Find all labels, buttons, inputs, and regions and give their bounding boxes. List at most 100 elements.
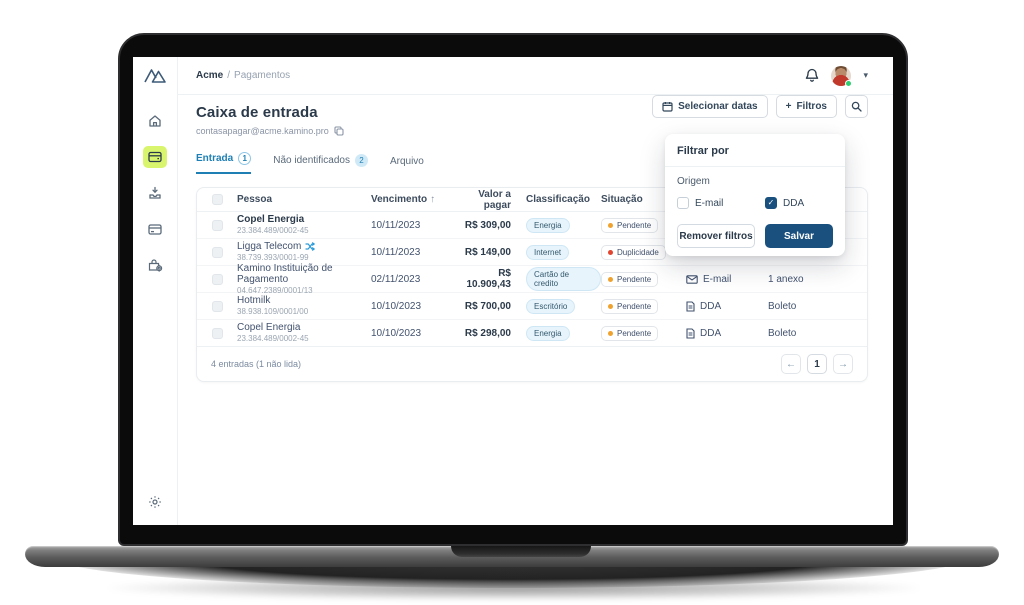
filter-options: E-mail ✓ DDA [677, 197, 833, 209]
search-button[interactable] [845, 95, 868, 118]
origin-label: E-mail [703, 273, 732, 285]
payee-name[interactable]: Copel Energia [237, 214, 305, 225]
search-icon [851, 101, 862, 112]
payee-tax-id: 23.384.489/0002-45 [237, 334, 309, 343]
duplicate-indicator-icon [305, 242, 316, 251]
document-icon [686, 300, 695, 312]
amount: R$ 149,00 [464, 246, 511, 258]
status-label: Pendente [617, 220, 652, 230]
filters-label: Filtros [796, 101, 827, 112]
laptop-base [25, 546, 999, 567]
calendar-icon [662, 101, 673, 112]
breadcrumb: Acme / Pagamentos [196, 70, 290, 81]
due-date: 10/10/2023 [371, 300, 422, 312]
status-pill: Duplicidade [601, 244, 666, 260]
category-pill[interactable]: Energia [526, 217, 570, 233]
status-dot [608, 276, 613, 282]
table-row[interactable]: Copel Energia 23.384.489/0002-45 10/10/2… [197, 320, 867, 347]
notifications-bell-icon[interactable] [805, 68, 819, 83]
category-pill[interactable]: Energia [526, 325, 570, 341]
status-label: Pendente [617, 328, 652, 338]
col-situacao[interactable]: Situação [601, 194, 643, 205]
col-classificacao[interactable]: Classificação [526, 194, 590, 205]
sidebar-item-cards[interactable] [143, 218, 167, 240]
payee-name[interactable]: Copel Energia [237, 322, 301, 333]
sidebar-item-payments-inbox[interactable] [143, 146, 167, 168]
save-filters-button[interactable]: Salvar [765, 224, 833, 248]
tabs: Entrada 1 Não identificados 2 Arquivo [196, 151, 868, 174]
table-footer: 4 entradas (1 não lida) ← 1 → [197, 347, 867, 381]
tab-entrada-label: Entrada [196, 153, 234, 164]
payee-name[interactable]: Hotmilk [237, 295, 271, 306]
table-header-row: Pessoa Vencimento ↑ Valor a pagar Classi… [197, 188, 867, 212]
col-pessoa[interactable]: Pessoa [237, 194, 273, 205]
sidebar-item-home[interactable] [143, 110, 167, 132]
table-body: Copel Energia 23.384.489/0002-45 10/11/2… [197, 212, 867, 347]
status-label: Pendente [617, 274, 652, 284]
row-checkbox[interactable] [211, 219, 223, 231]
app-window: Acme / Pagamentos ▾ [133, 57, 893, 525]
payee-name[interactable]: Kamino Instituição de Pagamento [237, 262, 333, 285]
payee-tax-id: 23.384.489/0002-45 [237, 226, 309, 235]
breadcrumb-app[interactable]: Acme [196, 70, 224, 81]
remove-filters-button[interactable]: Remover filtros [677, 224, 755, 248]
amount: R$ 10.909,43 [466, 268, 512, 290]
row-checkbox[interactable] [211, 273, 223, 285]
row-checkbox[interactable] [211, 246, 223, 258]
filter-option-email[interactable]: E-mail [677, 197, 765, 209]
status-pill: Pendente [601, 217, 659, 233]
attachment-label: Boleto [768, 300, 797, 312]
next-page-button[interactable]: → [833, 354, 853, 374]
amount: R$ 309,00 [464, 219, 511, 231]
table-row[interactable]: Kamino Instituição de Pagamento 04.647.2… [197, 262, 867, 295]
category-pill[interactable]: Cartão de credito [526, 267, 601, 291]
status-dot [608, 303, 613, 309]
sort-asc-icon[interactable]: ↑ [430, 194, 436, 205]
topbar: Acme / Pagamentos ▾ [178, 57, 893, 95]
select-all-checkbox[interactable] [211, 194, 223, 205]
inbox-email: contasapagar@acme.kamino.pro [196, 126, 329, 136]
main-area: Acme / Pagamentos ▾ [178, 57, 893, 525]
sidebar-item-transfers[interactable] [143, 182, 167, 204]
table-row[interactable]: Hotmilk 38.938.109/0001/00 10/10/2023 R$… [197, 293, 867, 320]
col-valor[interactable]: Valor a pagar [478, 188, 511, 211]
breadcrumb-section[interactable]: Pagamentos [234, 70, 291, 81]
chevron-down-icon[interactable]: ▾ [863, 70, 868, 80]
status-dot [608, 330, 613, 336]
envelope-icon [686, 274, 698, 284]
col-vencimento[interactable]: Vencimento ↑ [371, 194, 436, 205]
row-checkbox[interactable] [211, 327, 223, 339]
select-dates-label: Selecionar datas [678, 101, 758, 112]
select-dates-button[interactable]: Selecionar datas [652, 95, 768, 118]
tab-nao-identificados[interactable]: Não identificados 2 [273, 154, 368, 174]
filter-popup-title: Filtrar por [677, 145, 729, 157]
row-checkbox[interactable] [211, 300, 223, 312]
sidebar [133, 57, 178, 525]
kamino-logo-icon [144, 67, 166, 84]
filter-option-dda[interactable]: ✓ DDA [765, 197, 804, 209]
sidebar-item-management[interactable] [143, 254, 167, 276]
category-pill[interactable]: Internet [526, 244, 570, 260]
table-row[interactable]: Copel Energia 23.384.489/0002-45 10/11/2… [197, 212, 867, 239]
category-pill[interactable]: Escritório [526, 298, 576, 314]
amount: R$ 700,00 [464, 300, 511, 312]
due-date: 02/11/2023 [371, 273, 421, 285]
checkbox-unchecked-icon[interactable] [677, 197, 689, 209]
prev-page-button[interactable]: ← [781, 354, 801, 374]
tab-entrada-count: 1 [238, 152, 252, 165]
due-date: 10/11/2023 [371, 219, 421, 231]
tab-entrada[interactable]: Entrada 1 [196, 152, 252, 174]
popup-divider [665, 166, 845, 167]
sidebar-item-settings[interactable] [143, 491, 167, 513]
plus-icon: + [785, 101, 792, 112]
user-avatar[interactable] [831, 65, 853, 87]
current-page-button[interactable]: 1 [807, 354, 827, 374]
tab-arquivo[interactable]: Arquivo [390, 156, 424, 174]
copy-icon[interactable] [334, 126, 344, 136]
payee-name[interactable]: Ligga Telecom [237, 241, 302, 252]
filters-button[interactable]: + Filtros [775, 95, 837, 118]
attachment-label: Boleto [768, 327, 797, 339]
laptop-hinge-notch [451, 546, 591, 557]
status-dot [608, 222, 613, 228]
checkbox-checked-icon[interactable]: ✓ [765, 197, 777, 209]
